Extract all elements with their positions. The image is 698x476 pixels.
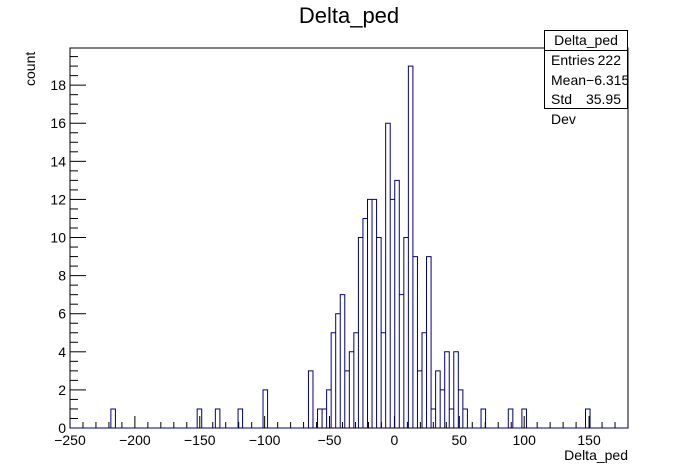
histogram-bin [340, 295, 345, 428]
x-tick-label: 50 [452, 432, 468, 448]
x-tick-label: −150 [184, 432, 216, 448]
histogram-bin [363, 218, 368, 428]
histogram-outline [70, 65, 628, 429]
histogram-bin [386, 123, 391, 428]
y-tick-label: 8 [58, 268, 66, 284]
stats-mean-row: Mean −6.315 [545, 71, 630, 91]
histogram-bin [445, 352, 450, 428]
y-tick-label: 14 [50, 153, 66, 169]
y-tick-label: 12 [50, 191, 66, 207]
histogram-bin [436, 371, 441, 428]
histogram-bin [377, 238, 382, 428]
y-tick-label: 6 [58, 306, 66, 322]
stats-box: Delta_ped Entries 222 Mean −6.315 Std De… [544, 30, 630, 127]
histogram-bin [308, 371, 313, 428]
stats-entries-row: Entries 222 [545, 51, 627, 71]
y-tick-label: 4 [58, 344, 66, 360]
x-tick-label: −50 [318, 432, 342, 448]
y-axis-label: count [22, 52, 38, 86]
x-tick-label: −250 [54, 432, 86, 448]
y-tick-label: 18 [50, 77, 66, 93]
stats-mean-label: Mean [551, 71, 587, 88]
y-axis: 0 2 4 6 8 10 12 14 16 18 [50, 56, 86, 436]
histogram-bin [367, 199, 372, 428]
histogram-bin [508, 409, 513, 428]
histogram-bin [463, 409, 468, 428]
histogram-bin [408, 66, 413, 428]
histogram-bin [372, 199, 377, 428]
stats-entries-value: 222 [597, 52, 621, 68]
x-tick-label: −100 [249, 432, 281, 448]
histogram-bin [422, 333, 427, 428]
histogram-bin [440, 390, 445, 428]
histogram-bin [417, 371, 422, 428]
y-tick-label: 2 [58, 382, 66, 398]
x-axis: −250 −200 −150 −100 −50 0 50 100 150 [54, 416, 629, 448]
x-tick-label: 100 [513, 432, 537, 448]
histogram-bin [349, 352, 354, 428]
stats-std-value: 35.95 [585, 91, 621, 107]
chart-title: Delta_ped [299, 3, 399, 28]
histogram-bin [111, 409, 116, 428]
histogram-bin [390, 199, 395, 428]
x-axis-label: Delta_ped [564, 447, 628, 463]
histogram-bin [345, 371, 350, 428]
stats-title: Delta_ped [545, 31, 627, 51]
histogram-bin [381, 333, 386, 428]
histogram-bin [449, 409, 454, 428]
histogram-bin [327, 390, 332, 428]
histogram-bin [454, 352, 459, 428]
histogram-bin [399, 295, 404, 428]
histogram-bin [331, 333, 336, 428]
stats-mean-value: −6.315 [586, 71, 630, 88]
stats-std-label: Std Dev [551, 91, 576, 127]
histogram-bin [215, 409, 220, 428]
histogram-bins [111, 66, 590, 428]
stats-std-row: Std Dev 35.95 [545, 90, 627, 127]
x-tick-label: 150 [577, 432, 601, 448]
x-tick-label: −200 [119, 432, 151, 448]
histogram-bin [322, 409, 327, 428]
y-tick-label: 10 [50, 230, 66, 246]
stats-entries-label: Entries [551, 52, 595, 68]
histogram-bin [395, 180, 400, 428]
histogram-bin [318, 409, 323, 428]
y-tick-label: 0 [58, 420, 66, 436]
y-tick-label: 16 [50, 115, 66, 131]
histogram-bin [413, 257, 418, 428]
histogram-bin [336, 314, 341, 428]
histogram-bin [358, 238, 363, 428]
x-tick-label: 0 [391, 432, 399, 448]
histogram-bin [404, 238, 409, 428]
histogram-bin [263, 390, 268, 428]
histogram-bin [354, 333, 359, 428]
histogram-bin [427, 257, 432, 428]
